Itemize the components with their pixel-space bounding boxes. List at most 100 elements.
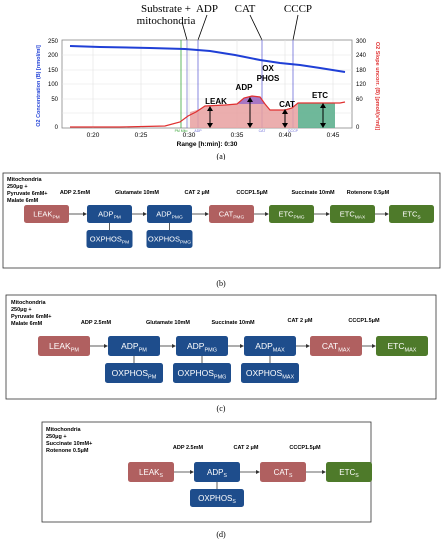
state-box-shape <box>24 205 69 223</box>
y-right-tick: 0 <box>356 125 360 131</box>
slope-line <box>70 95 346 128</box>
y-left-tick: 150 <box>48 68 59 74</box>
header-line: Mitochondria <box>11 300 46 306</box>
panel-c-additions: ADP 2.5mM Glutamate 10mM Succinate 10mM … <box>81 318 380 326</box>
state-box-shape <box>260 462 306 482</box>
leak-region <box>190 104 237 128</box>
state-box-label: ETCMAX <box>340 210 366 221</box>
y-right-ticks: 300 240 180 120 60 0 <box>356 39 367 131</box>
state-box-label: ADPPM <box>98 210 121 221</box>
state-box-shape <box>128 462 174 482</box>
state-box: ADPMAX <box>244 336 296 356</box>
state-ox: OX <box>262 64 274 73</box>
addition-label: CCCP1.5μM <box>289 445 321 451</box>
state-box: CATS <box>260 462 306 482</box>
addition-label: CAT 2 μM <box>234 445 259 451</box>
state-box-shape <box>244 336 296 356</box>
protocol-b-diagram: Mitochondria 250μg + Pyruvate 6mM+ Malat… <box>2 172 441 288</box>
y-right-tick: 300 <box>356 39 367 45</box>
state-box: ETCS <box>389 205 434 223</box>
state-box-label: CATMAX <box>322 341 351 353</box>
header-line: Malate 6mM <box>11 321 43 327</box>
addition-label: Succinate 10mM <box>211 320 255 326</box>
header-line: Rotenone 0.5μM <box>46 448 89 454</box>
addition-label: CCCP1.5μM <box>236 190 268 196</box>
state-box-label: ETCS <box>402 210 421 221</box>
panel-b-additions: ADP 2.5mM Glutamate 10mM CAT 2 μM CCCP1.… <box>60 190 390 196</box>
marker-label-cccp: CCCP <box>288 129 299 133</box>
annotation-arrows <box>181 14 299 41</box>
flow-arrowhead <box>265 212 269 216</box>
oxphos-box-shape <box>105 363 163 383</box>
arrow-substrate <box>181 21 188 41</box>
oxphos-box-shape <box>190 489 244 507</box>
state-box: LEAKPM <box>24 205 69 223</box>
panel-d-header: Mitochondria 250μg + Succinate 10mM+ Rot… <box>46 427 92 454</box>
state-box: LEAKPM <box>38 336 90 356</box>
state-etc: ETC <box>312 91 328 100</box>
state-box-shape <box>376 336 428 356</box>
state-box-shape <box>108 336 160 356</box>
state-box: ADPPM <box>87 205 132 223</box>
state-box-label: ADPPMG <box>156 210 183 221</box>
state-box: ADPPM <box>108 336 160 356</box>
state-box: ADPS <box>194 462 240 482</box>
state-box-label: CATPMG <box>219 210 245 221</box>
protocol-c-diagram: Mitochondria 250μg + Pyruvate 6mM+ Malat… <box>5 294 437 413</box>
oxphos-box: OXPHOSPMG <box>173 363 231 383</box>
concentration-line <box>69 45 346 73</box>
addition-label: CAT 2 μM <box>288 318 313 324</box>
arrow-cat <box>249 14 263 41</box>
state-box: ADPPMG <box>176 336 228 356</box>
addition-label: CCCP1.5μM <box>348 318 380 324</box>
oxygraph-chart: Substrate + mitochondria ADP CAT CCCP <box>36 3 380 160</box>
x-tick: 0:45 <box>327 132 340 139</box>
flow-arrowhead <box>205 212 209 216</box>
oxphos-box-shape <box>146 230 193 248</box>
oxphos-box-shape <box>173 363 231 383</box>
y-left-tick: 250 <box>48 39 59 45</box>
state-box: LEAKS <box>128 462 174 482</box>
state-box-label: ETCPMG <box>278 210 304 221</box>
x-ticks: 0:20 0:25 0:30 0:35 0:40 0:45 <box>87 132 340 139</box>
x-axis-label: Range [h:min]: 0:30 <box>177 141 238 148</box>
header-line: Mitochondria <box>46 427 81 433</box>
y-left-axis-label: O2 Concentration (B) [nmol/ml] <box>36 45 42 127</box>
protocol-d-diagram: Mitochondria 250μg + Succinate 10mM+ Rot… <box>41 421 372 539</box>
addition-label: Rotenone 0.5μM <box>347 190 390 196</box>
flow-arrowhead <box>306 344 310 348</box>
x-tick: 0:30 <box>183 132 196 139</box>
annotation-cccp: CCCP <box>284 3 312 15</box>
state-box-label: ADPPM <box>121 341 147 353</box>
flow-arrowhead <box>322 470 326 474</box>
panel-b-row: LEAKPM ADPPM ADPPMG CATPMG ETCPMG ETCMAX ETCS O… <box>24 205 434 248</box>
state-box-label: ADPPMG <box>187 341 217 353</box>
flow-arrowhead <box>104 344 108 348</box>
panel-d-row: LEAKS ADPS CATS ETCS OXPHOSS <box>128 462 372 507</box>
flow-arrowhead <box>256 470 260 474</box>
marker-label-cat: CAT <box>259 129 267 133</box>
panel-c-header: Mitochondria 250μg + Pyruvate 6mM+ Malat… <box>11 300 52 327</box>
oxphos-box-shape <box>241 363 299 383</box>
state-box-shape <box>269 205 314 223</box>
oxphos-box: OXPHOSPM <box>86 230 133 248</box>
header-line: Mitochondria <box>7 177 42 183</box>
y-left-ticks: 250 200 150 100 50 0 <box>48 39 59 131</box>
annotation-cat: CAT <box>235 3 256 15</box>
flow-arrowhead <box>385 212 389 216</box>
arrowheads <box>207 97 326 128</box>
arrow-cccp <box>292 14 299 41</box>
x-tick: 0:35 <box>231 132 244 139</box>
state-box-label: CATS <box>274 468 293 479</box>
addition-label: ADP 2.5mM <box>173 445 204 451</box>
oxphos-box-label: OXPHOSPMG <box>148 235 191 246</box>
state-box-shape <box>38 336 90 356</box>
header-line: 250μg + <box>46 434 67 440</box>
annotation-substrate-line2: mitochondria <box>137 15 196 27</box>
marker-label-pm-mito: PM Mito <box>175 129 188 133</box>
header-line: 250μg + <box>7 184 28 190</box>
annotation-substrate-line1: Substrate + <box>141 3 191 15</box>
flow-arrowhead <box>372 344 376 348</box>
oxphos-box-label: OXPHOSPM <box>112 368 157 380</box>
state-phos: PHOS <box>257 74 280 83</box>
